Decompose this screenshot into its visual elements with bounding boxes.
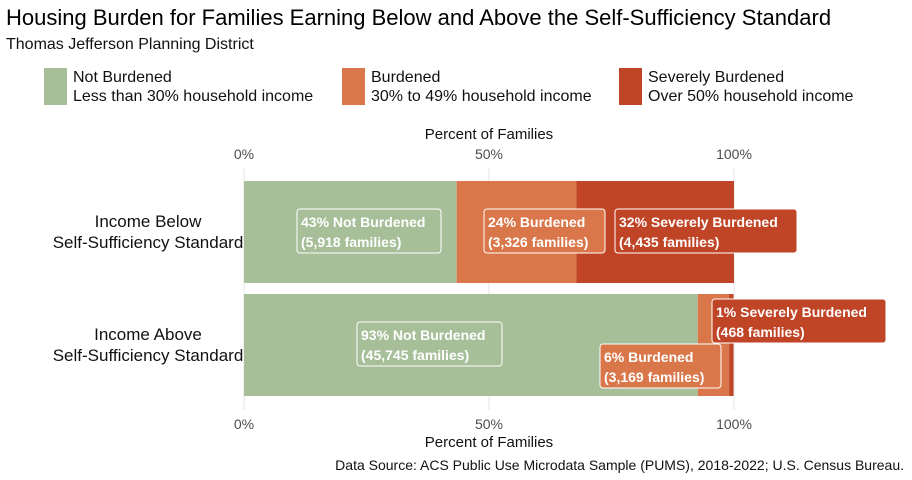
data-label-box bbox=[599, 343, 722, 389]
legend-item-severely-burdened: Severely Burdened Over 50% household inc… bbox=[619, 68, 853, 106]
data-label: 43% Not Burdened bbox=[301, 214, 425, 230]
legend-item-burdened: Burdened 30% to 49% household income bbox=[342, 68, 592, 106]
data-label-box bbox=[614, 208, 798, 254]
data-label: (45,745 families) bbox=[361, 347, 469, 363]
tick-label-top: 100% bbox=[716, 146, 752, 162]
data-source: Data Source: ACS Public Use Microdata Sa… bbox=[335, 457, 904, 473]
data-label: (4,435 families) bbox=[619, 234, 719, 250]
category-label: Income Above bbox=[94, 325, 202, 344]
data-label: (3,169 families) bbox=[604, 369, 704, 385]
chart-subtitle: Thomas Jefferson Planning District bbox=[6, 36, 254, 53]
chart-title: Housing Burden for Families Earning Belo… bbox=[6, 5, 832, 30]
tick-label-bottom: 50% bbox=[475, 416, 503, 432]
x-axis-title-top: Percent of Families bbox=[425, 126, 553, 143]
legend-label: Burdened bbox=[371, 69, 441, 86]
data-label: 1% Severely Burdened bbox=[716, 304, 867, 320]
bar-severely-burdened bbox=[729, 294, 734, 396]
data-label-box bbox=[296, 208, 442, 254]
data-label: 32% Severely Burdened bbox=[619, 214, 778, 230]
legend-swatch-severely-burdened bbox=[619, 68, 642, 105]
legend-sublabel: Over 50% household income bbox=[648, 88, 854, 105]
data-label: 93% Not Burdened bbox=[361, 327, 485, 343]
x-axis-title-bottom: Percent of Families bbox=[425, 434, 553, 451]
data-label-box bbox=[483, 208, 606, 254]
data-label: 6% Burdened bbox=[604, 349, 693, 365]
data-label: 24% Burdened bbox=[488, 214, 585, 230]
legend-label: Severely Burdened bbox=[648, 69, 785, 86]
category-label: Income Below bbox=[95, 212, 202, 231]
category-label: Self-Sufficiency Standard bbox=[53, 346, 244, 365]
tick-label-top: 0% bbox=[234, 146, 254, 162]
legend-label: Not Burdened bbox=[73, 69, 172, 86]
legend-sublabel: 30% to 49% household income bbox=[371, 88, 592, 105]
data-label: (5,918 families) bbox=[301, 234, 401, 250]
legend-swatch-burdened bbox=[342, 68, 365, 105]
legend-item-not-burdened: Not Burdened Less than 30% household inc… bbox=[44, 68, 313, 106]
tick-label-top: 50% bbox=[475, 146, 503, 162]
legend-sublabel: Less than 30% household income bbox=[73, 88, 314, 105]
legend-swatch-not-burdened bbox=[44, 68, 67, 105]
data-label-box bbox=[711, 298, 887, 344]
data-label-box bbox=[356, 321, 503, 367]
tick-label-bottom: 100% bbox=[716, 416, 752, 432]
data-label: (3,326 families) bbox=[488, 234, 588, 250]
tick-label-bottom: 0% bbox=[234, 416, 254, 432]
category-label: Self-Sufficiency Standard bbox=[53, 233, 244, 252]
data-label: (468 families) bbox=[716, 324, 805, 340]
